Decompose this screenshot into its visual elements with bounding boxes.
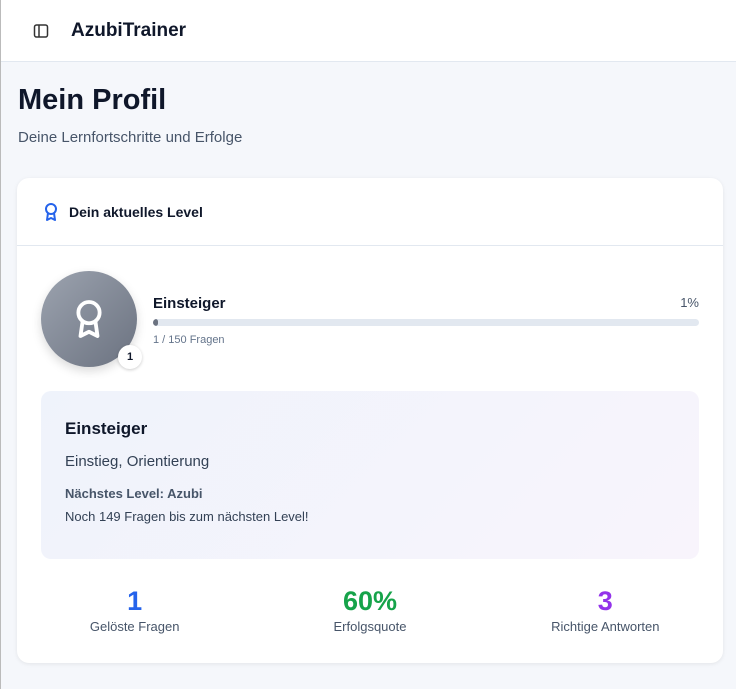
stat-label: Richtige Antworten (551, 619, 660, 634)
info-level-name: Einsteiger (65, 419, 148, 438)
stat-value: 3 (597, 586, 613, 616)
next-level: Nächstes Level: Azubi (65, 486, 203, 501)
stat-success-rate: 60% Erfolgsquote (252, 586, 487, 634)
award-icon (45, 202, 57, 221)
card-header-title: Dein aktuelles Level (69, 203, 203, 220)
questions-count: 1 / 150 Fragen (153, 334, 225, 346)
remaining-questions: Noch 149 Fragen bis zum nächsten Level! (65, 509, 309, 524)
sidebar-toggle-icon[interactable] (33, 23, 49, 39)
stat-label: Gelöste Fragen (89, 619, 180, 634)
progress-fill (153, 319, 159, 326)
level-info-box: Einsteiger Einstieg, Orientierung Nächst… (41, 391, 699, 559)
stat-label: Erfolgsquote (333, 619, 407, 634)
card-header: Dein aktuelles Level (17, 178, 723, 246)
stat-solved: 1 Gelöste Fragen (17, 586, 252, 634)
stat-value: 60% (342, 586, 398, 616)
page-subtitle: Deine Lernfortschritte und Erfolge (18, 129, 243, 146)
stat-value: 1 (127, 586, 143, 616)
progress-bar (153, 319, 699, 326)
level-card: Dein aktuelles Level 1 Einsteiger 1% 1 /… (17, 178, 723, 663)
stat-correct: 3 Richtige Antworten (488, 586, 723, 634)
award-icon (76, 300, 102, 338)
page-title: Mein Profil (18, 84, 167, 116)
app-title: AzubiTrainer (71, 19, 187, 41)
app-header: AzubiTrainer (1, 0, 736, 62)
info-description: Einstieg, Orientierung (65, 453, 210, 470)
level-name: Einsteiger (153, 295, 226, 312)
stats-row: 1 Gelöste Fragen 60% Erfolgsquote 3 Richtig… (17, 586, 723, 634)
level-number-badge: 1 (118, 345, 142, 369)
progress-percent: 1% (680, 295, 699, 310)
